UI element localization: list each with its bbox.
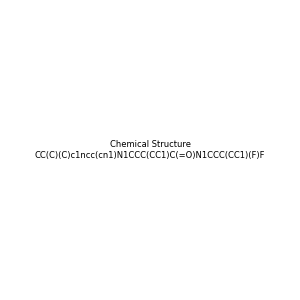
Text: Chemical Structure
CC(C)(C)c1ncc(cn1)N1CCC(CC1)C(=O)N1CCC(CC1)(F)F: Chemical Structure CC(C)(C)c1ncc(cn1)N1C… [35, 140, 265, 160]
